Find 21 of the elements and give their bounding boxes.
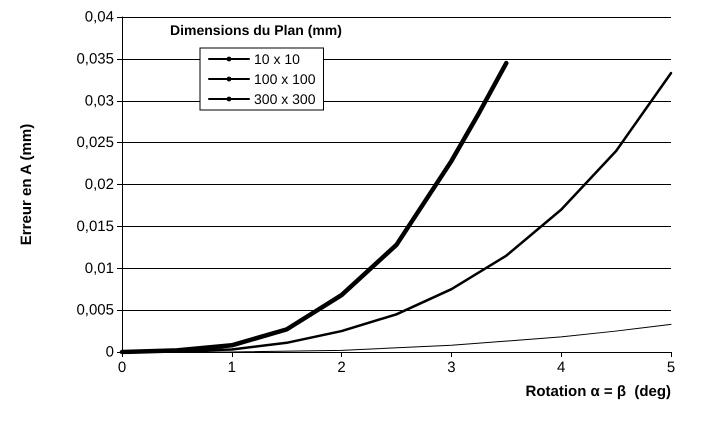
x-tick-label: 1 bbox=[228, 359, 236, 376]
y-tick-label: 0,02 bbox=[84, 176, 114, 193]
y-tick-label: 0,005 bbox=[76, 302, 114, 319]
x-tick-label: 0 bbox=[118, 359, 126, 376]
x-tick-label: 2 bbox=[337, 359, 346, 376]
y-tick-label: 0,015 bbox=[76, 218, 114, 235]
legend-label: 300 x 300 bbox=[254, 91, 316, 107]
legend-title: Dimensions du Plan (mm) bbox=[170, 22, 342, 38]
x-axis-title: Rotation α = β (deg) bbox=[526, 383, 672, 400]
x-tick-label: 3 bbox=[447, 359, 456, 376]
y-tick-label: 0,03 bbox=[84, 92, 114, 110]
y-tick-label: 0,035 bbox=[76, 50, 114, 68]
y-tick-label: 0,04 bbox=[84, 8, 114, 26]
legend-label: 10 x 10 bbox=[254, 51, 300, 67]
y-tick-label: 0 bbox=[106, 344, 114, 360]
y-tick-label: 0,01 bbox=[84, 260, 114, 277]
y-axis-title: Erreur en A (mm) bbox=[18, 124, 35, 246]
x-tick-label: 4 bbox=[557, 359, 566, 376]
y-tick-label: 0,025 bbox=[76, 134, 114, 152]
legend-label: 100 x 100 bbox=[254, 71, 316, 87]
x-tick-label: 5 bbox=[666, 359, 676, 376]
